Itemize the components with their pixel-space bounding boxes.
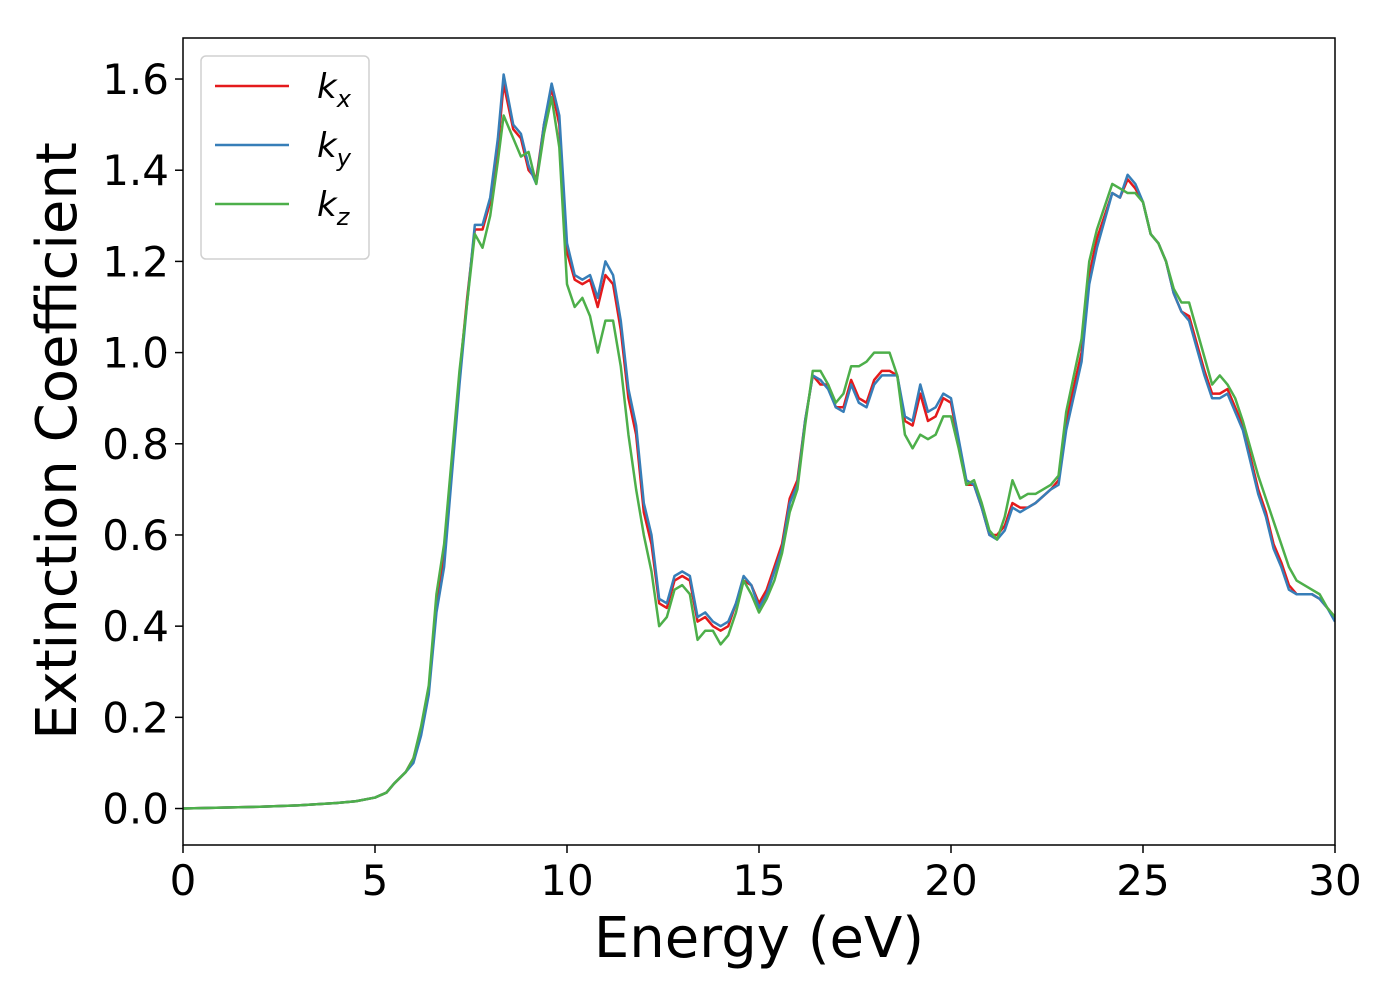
x-tick-label: 30 <box>1308 856 1361 905</box>
x-tick-label: 0 <box>170 856 197 905</box>
legend-label: ky <box>317 126 352 172</box>
y-tick-label: 1.6 <box>102 55 169 104</box>
y-tick-label: 1.4 <box>102 146 169 195</box>
legend-box <box>200 55 370 260</box>
y-tick-label: 0.4 <box>102 602 169 651</box>
plot-frame <box>182 37 1336 846</box>
legend-label: kz <box>317 185 351 231</box>
y-tick-label: 0.6 <box>102 511 169 560</box>
y-axis-label: Extinction Coefficient <box>25 142 90 740</box>
y-tick-label: 0.2 <box>102 693 169 742</box>
y-tick-label: 0.0 <box>102 785 169 834</box>
y-tick-label: 0.8 <box>102 420 169 469</box>
y-tick-label: 1.0 <box>102 329 169 378</box>
series-line <box>183 96 1335 810</box>
x-tick-label: 20 <box>924 856 977 905</box>
x-tick-label: 15 <box>732 856 785 905</box>
x-axis-label: Energy (eV) <box>594 906 924 971</box>
y-tick-label: 1.2 <box>102 237 169 286</box>
x-tick-label: 25 <box>1116 856 1169 905</box>
legend-label: kx <box>317 67 352 113</box>
x-tick-label: 5 <box>362 856 389 905</box>
x-tick-label: 10 <box>540 856 593 905</box>
